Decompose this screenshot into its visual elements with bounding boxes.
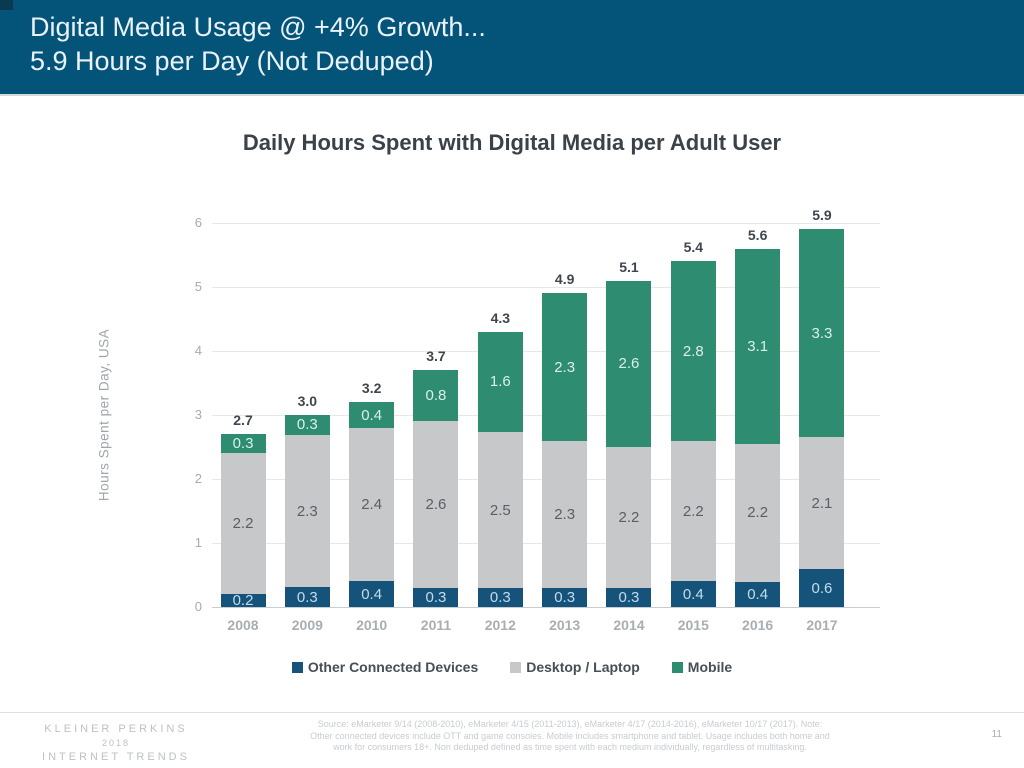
bar-segment: 2.2 (220, 453, 266, 595)
legend-item: Mobile (671, 659, 733, 675)
legend-label: Mobile (687, 659, 733, 675)
footer: KLEINER PERKINS 2018 INTERNET TRENDS Sou… (0, 712, 1024, 768)
bar-segment: 0.2 (220, 592, 266, 609)
bar-segment: 2.8 (670, 261, 716, 441)
x-axis-label: 2008 (227, 617, 259, 633)
bar-total-label: 3.7 (426, 348, 446, 365)
bar-total-label: 3.2 (361, 380, 382, 397)
bar-segment: 2.3 (542, 293, 588, 441)
slide-title: Digital Media Usage @ +4% Growth... 5.9 … (30, 10, 486, 78)
bar-segment: 2.4 (349, 427, 395, 582)
bar-segment: 0.6 (799, 569, 845, 607)
gridline (212, 287, 880, 288)
legend-swatch-icon (510, 661, 522, 673)
x-axis-label: 2016 (742, 617, 774, 633)
banner-divider (0, 94, 1024, 96)
bar-total-label: 5.4 (683, 239, 704, 256)
bar-total-label: 4.3 (490, 309, 511, 326)
bar-segment: 2.2 (735, 443, 781, 582)
plot-area: 0 1 2 3 4 5 6 0.2 2.2 0.3 2.7 2008 0.3 2.3 0.3 3.0 2009 0… (195, 207, 880, 633)
y-axis-title: Hours Spent per Day, USA (96, 328, 112, 502)
legend-item: Other Connected Devices (291, 659, 479, 675)
bar-segment: 0.3 (606, 587, 652, 607)
x-axis-label: 2012 (484, 617, 516, 633)
bar-segment: 0.8 (413, 370, 459, 422)
bar-total-label: 5.1 (619, 258, 639, 275)
x-axis-label: 2010 (356, 617, 388, 633)
y-tick-label: 3 (194, 407, 202, 422)
bar-segment: 2.3 (284, 434, 330, 588)
kleiner-perkins-logo: KLEINER PERKINS 2018 INTERNET TRENDS (0, 722, 232, 765)
logo-line-1: KLEINER PERKINS (44, 723, 188, 735)
y-tick-label: 6 (194, 215, 202, 230)
bar-segment: 2.1 (799, 437, 845, 570)
bar-segment: 2.6 (606, 280, 652, 447)
y-tick-label: 5 (194, 279, 202, 294)
x-axis-line (212, 607, 880, 608)
legend-label: Other Connected Devices (307, 659, 479, 675)
x-axis-label: 2011 (420, 617, 452, 633)
chart-legend: Other Connected Devices Desktop / Laptop M… (0, 659, 1024, 675)
bar-segment: 2.3 (542, 440, 588, 588)
bar-total-label: 2.7 (233, 412, 253, 429)
bar-total-label: 5.9 (812, 207, 832, 224)
y-tick-label: 4 (194, 343, 202, 358)
x-axis-label: 2017 (806, 617, 838, 633)
y-tick-label: 1 (194, 535, 202, 550)
bar-segment: 0.3 (477, 588, 523, 607)
bar-segment: 0.4 (349, 402, 395, 428)
slide-title-line-2: 5.9 Hours per Day (Not Deduped) (30, 46, 434, 76)
source-note: Source: eMarketer 9/14 (2008-2010), eMar… (260, 719, 880, 754)
bar-segment: 2.2 (606, 447, 652, 588)
bar-segment: 0.3 (542, 587, 588, 607)
source-line-2: Other connected devices include OTT and … (310, 730, 830, 741)
x-axis-label: 2009 (291, 617, 323, 633)
bar-total-label: 3.0 (297, 393, 318, 409)
gridline (212, 223, 880, 224)
bar-segment: 0.4 (349, 581, 395, 607)
title-banner: Digital Media Usage @ +4% Growth... 5.9 … (0, 0, 1024, 94)
bar-segment: 2.2 (670, 440, 716, 582)
source-line-1: Source: eMarketer 9/14 (2008-2010), eMar… (317, 719, 823, 729)
page-number: 11 (991, 729, 1002, 740)
bar-segment: 0.3 (220, 434, 266, 454)
bar-total-label: 4.9 (554, 271, 575, 288)
bar-segment: 0.4 (735, 581, 781, 607)
bar-total-label: 5.6 (747, 226, 768, 243)
x-axis-label: 2013 (549, 617, 581, 633)
legend-swatch-icon (671, 661, 683, 673)
slide-title-line-1: Digital Media Usage @ +4% Growth... (30, 12, 486, 42)
chart-title: Daily Hours Spent with Digital Media per… (242, 130, 782, 155)
bar-segment: 1.6 (477, 331, 523, 432)
x-axis-label: 2014 (613, 617, 645, 633)
logo-line-2: 2018 (101, 738, 131, 748)
y-tick-label: 0 (194, 599, 202, 614)
bar-segment: 0.4 (670, 581, 716, 607)
banner-corner-mark (0, 0, 13, 10)
legend-item: Desktop / Laptop (510, 659, 640, 675)
bar-segment: 0.3 (284, 587, 330, 607)
bar-segment: 0.3 (413, 587, 459, 607)
x-axis-label: 2015 (677, 617, 709, 633)
bar-segment: 0.3 (284, 415, 330, 435)
bar-segment: 3.3 (799, 229, 845, 438)
legend-swatch-icon (291, 661, 303, 673)
bar-segment: 2.5 (477, 431, 523, 589)
source-line-3: work for consumers 18+. Non deduped defi… (333, 742, 807, 752)
bar-segment: 3.1 (735, 248, 781, 444)
y-tick-label: 2 (194, 471, 202, 486)
logo-line-3: INTERNET TRENDS (42, 751, 190, 763)
bar-segment: 2.6 (413, 421, 459, 588)
legend-label: Desktop / Laptop (526, 659, 640, 675)
